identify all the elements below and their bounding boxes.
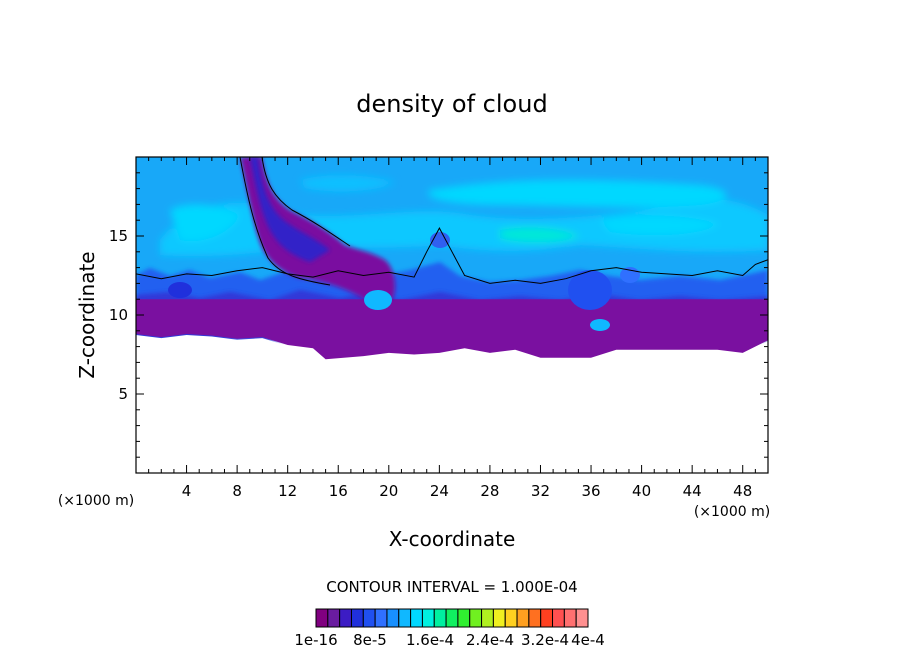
- colorbar-swatch: [374, 608, 388, 628]
- x-tick-label: 44: [683, 482, 702, 500]
- colorbar-label: 3.2e-4: [521, 631, 569, 649]
- colorbar-swatch: [327, 608, 341, 628]
- colorbar-label: 2.4e-4: [466, 631, 514, 649]
- colorbar-swatch: [350, 608, 364, 628]
- purple-plume: [240, 157, 396, 305]
- colorbar-label: 1.6e-4: [406, 631, 454, 649]
- y-tick-label: 10: [109, 306, 128, 324]
- x-tick-label: 4: [182, 482, 192, 500]
- cloud-top-contour: [136, 227, 768, 284]
- colorbar-swatch: [528, 608, 542, 628]
- colorbar-labels: 1e-16 8e-5 1.6e-4 2.4e-4 3.2e-4 4e-4: [294, 631, 605, 649]
- y-tick-label: 15: [109, 227, 128, 245]
- x-tick-label: 40: [632, 482, 651, 500]
- colorbar-swatch: [445, 608, 459, 628]
- x-tick-label: 12: [278, 482, 297, 500]
- colorbar-label: 1e-16: [294, 631, 337, 649]
- plume-core: [250, 157, 330, 262]
- x-tick-label: 24: [430, 482, 449, 500]
- x-axis: 4 8 12 16 20 24 28 32 36 40 44 48: [148, 157, 756, 500]
- x-tick-label: 16: [329, 482, 348, 500]
- clear-air-region: [136, 335, 768, 473]
- x-tick-label: 28: [480, 482, 499, 500]
- x-tick-label: 36: [581, 482, 600, 500]
- colorbar-swatch: [481, 608, 494, 628]
- colorbar-label: 4e-4: [571, 631, 605, 649]
- colorbar: [315, 608, 589, 628]
- colorbar-swatch: [339, 608, 352, 628]
- colorbar-swatch: [469, 608, 483, 628]
- cloud-base-purple: [136, 299, 768, 360]
- colorbar-swatch: [552, 608, 565, 628]
- colorbar-swatch: [433, 608, 447, 628]
- colorbar-swatch: [504, 608, 518, 628]
- colorbar-swatch: [362, 608, 376, 628]
- plume-contour: [239, 157, 331, 286]
- x-unit-right: (×1000 m): [694, 504, 770, 520]
- colorbar-label: 8e-5: [353, 631, 387, 649]
- colorbar-swatch: [563, 608, 577, 628]
- x-axis-label: X-coordinate: [389, 527, 516, 551]
- chart-title: density of cloud: [356, 90, 547, 118]
- colorbar-swatch: [492, 608, 506, 628]
- colorbar-swatch: [540, 608, 554, 628]
- colorbar-swatch: [386, 608, 400, 628]
- x-tick-label: 32: [531, 482, 550, 500]
- colorbar-swatch: [575, 608, 589, 628]
- colorbar-swatch: [421, 608, 435, 628]
- y-tick-label: 5: [118, 385, 128, 403]
- plume-contour-right: [261, 157, 351, 247]
- colorbar-swatch: [457, 608, 471, 628]
- colorbar-swatch: [315, 608, 329, 628]
- contour-interval-label: CONTOUR INTERVAL = 1.000E-04: [326, 578, 577, 596]
- y-axis-label: Z-coordinate: [75, 251, 99, 378]
- plot-area: [136, 157, 768, 473]
- x-tick-label: 20: [379, 482, 398, 500]
- colorbar-swatch: [516, 608, 530, 628]
- x-tick-label: 48: [733, 482, 752, 500]
- y-axis: 5 10 15: [109, 172, 768, 458]
- colorbar-swatch: [398, 608, 412, 628]
- x-unit-left: (×1000 m): [58, 493, 134, 509]
- x-tick-label: 8: [232, 482, 242, 500]
- colorbar-swatch: [410, 608, 423, 628]
